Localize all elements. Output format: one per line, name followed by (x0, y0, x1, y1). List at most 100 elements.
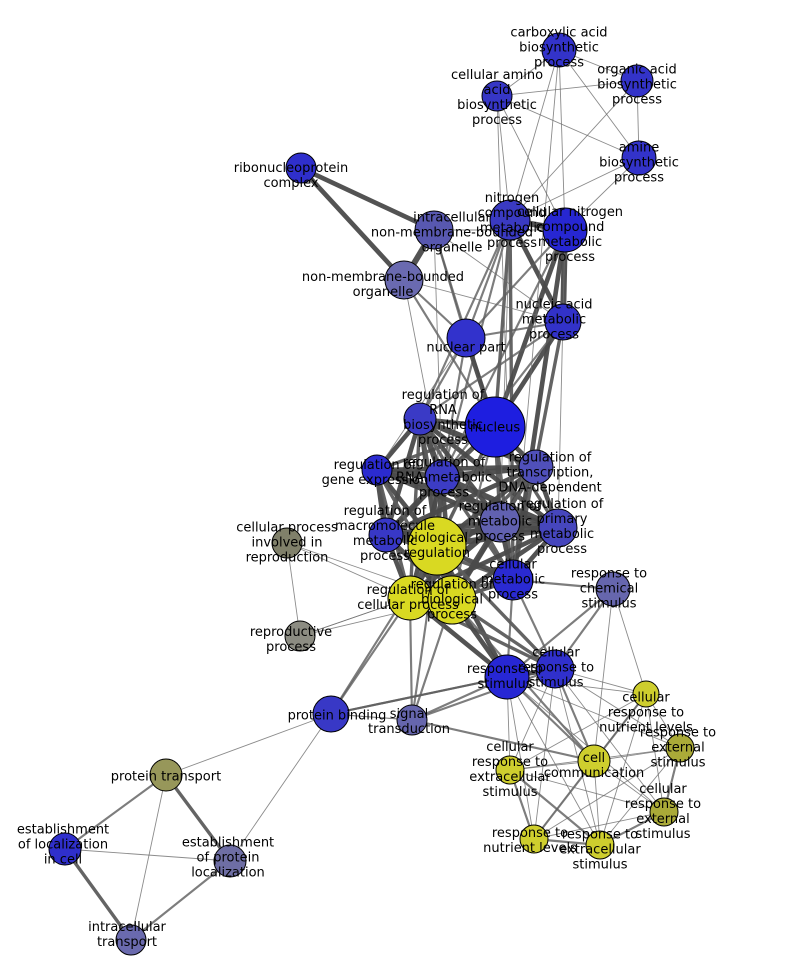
graph-edge (509, 80, 638, 221)
graph-node-protein_binding[interactable] (312, 695, 350, 733)
graph-edge (410, 718, 596, 763)
graph-edge (496, 80, 638, 97)
graph-edge (506, 676, 535, 840)
graph-edge (499, 219, 511, 523)
graph-edge (533, 747, 681, 840)
graph-node-carboxylic_acid_biosynthetic_process[interactable] (541, 32, 577, 68)
graph-node-regulation_of_primary_metabolic_process[interactable] (538, 508, 578, 548)
graph-edge (509, 157, 640, 221)
graph-node-cellular_process_involved_in_reproduction[interactable] (271, 527, 303, 559)
graph-node-cellular_nitrogen_compound_metabolic_process[interactable] (542, 207, 588, 253)
graph-node-biological_regulation[interactable] (407, 516, 467, 576)
graph-node-regulation_of_macromolecule_metabolic_process[interactable] (368, 517, 404, 553)
graph-edge (129, 859, 232, 942)
graph-node-reproductive_process[interactable] (284, 620, 316, 652)
graph-node-protein_transport[interactable] (149, 758, 183, 792)
graph-edge (130, 774, 167, 941)
edge-layer (63, 49, 682, 942)
graph-edge (329, 596, 412, 716)
graph-edge (506, 676, 647, 695)
graph-edge (512, 49, 560, 581)
graph-edge (509, 49, 560, 221)
graph-edge (496, 95, 514, 581)
node-layer (48, 32, 695, 956)
graph-edge (164, 773, 232, 863)
graph-edge (329, 544, 439, 716)
graph-node-cellular_amino_acid_biosynthetic_process[interactable] (481, 80, 513, 112)
graph-edge (383, 464, 539, 538)
graph-edge (63, 847, 133, 942)
graph-edge (558, 49, 566, 231)
graph-node-regulation_of_cellular_process[interactable] (387, 575, 433, 621)
graph-node-response_to_extracellular_stimulus[interactable] (585, 830, 615, 860)
graph-edge (440, 228, 567, 479)
graph-node-nucleic_acid_metabolic_process[interactable] (544, 303, 582, 341)
graph-edge (464, 228, 567, 340)
graph-node-nitrogen_compound_metabolic_process[interactable] (489, 199, 531, 241)
graph-edge (506, 676, 665, 813)
graph-node-regulation_of_biological_process[interactable] (427, 575, 477, 625)
graph-edge (329, 675, 509, 716)
graph-node-ribonucleoprotein_complex[interactable] (285, 152, 317, 184)
graph-edge (433, 229, 564, 323)
graph-node-non_membrane_bounded_organelle[interactable] (384, 260, 424, 300)
graph-node-cellular_response_to_stimulus[interactable] (535, 649, 575, 689)
graph-node-nucleus[interactable] (464, 396, 526, 458)
graph-node-response_to_stimulus[interactable] (484, 654, 530, 700)
graph-node-regulation_of_metabolic_process[interactable] (479, 501, 521, 543)
graph-edge (464, 218, 512, 340)
graph-edge (506, 676, 681, 749)
graph-node-intracellular_transport[interactable] (115, 924, 147, 956)
graph-edge (433, 229, 443, 478)
graph-edge (509, 693, 647, 771)
graph-edge (557, 229, 566, 529)
graph-node-regulation_of_rna_metabolic_process[interactable] (424, 459, 460, 495)
graph-node-amine_biosynthetic_process[interactable] (621, 140, 657, 176)
graph-edge (506, 676, 601, 846)
graph-node-regulation_of_transcription_dna_dependent[interactable] (518, 449, 554, 485)
graph-node-establishment_of_localization_in_cell[interactable] (48, 832, 82, 866)
graph-node-cell_communication[interactable] (577, 744, 611, 778)
graph-node-signal_transduction[interactable] (396, 704, 428, 736)
graph-edge (229, 713, 332, 862)
graph-node-cellular_response_to_external_stimulus[interactable] (649, 797, 679, 827)
graph-edge (496, 95, 511, 221)
graph-edge (165, 713, 332, 776)
graph-edge (509, 769, 665, 813)
graph-edge (558, 49, 640, 159)
graph-node-cellular_metabolic_process[interactable] (492, 559, 534, 601)
graph-node-regulation_of_gene_expression[interactable] (361, 454, 393, 486)
graph-node-response_to_external_stimulus[interactable] (665, 733, 695, 763)
graph-edge (286, 542, 301, 637)
graph-edge (533, 811, 665, 840)
graph-node-organic_acid_biosynthetic_process[interactable] (620, 64, 654, 98)
graph-edge (374, 467, 561, 531)
graph-edge (493, 218, 512, 429)
graph-node-nuclear_part[interactable] (446, 318, 486, 358)
graph-node-establishment_of_protein_localization[interactable] (213, 844, 247, 878)
graph-edge (403, 279, 443, 478)
graph-edge (593, 588, 614, 762)
graph-node-response_to_nutrient_levels[interactable] (519, 824, 549, 854)
graph-edge (298, 165, 407, 283)
graph-edge (599, 747, 681, 846)
graph-node-cellular_response_to_extracellular_stimulus[interactable] (495, 755, 525, 785)
graph-edge (418, 320, 565, 421)
graph-edge (505, 587, 615, 679)
graph-edge (533, 668, 556, 840)
graph-node-cellular_response_to_nutrient_levels[interactable] (632, 680, 660, 708)
graph-edge (63, 773, 168, 851)
graph-edge (410, 667, 557, 722)
graph-edge (612, 588, 647, 695)
graph-edge (554, 668, 681, 749)
graph-node-regulation_of_rna_biosynthetic_process[interactable] (403, 402, 437, 436)
graph-edge (496, 95, 566, 231)
graph-edge (496, 95, 640, 159)
graph-node-intracellular_non_membrane_bounded_organelle[interactable] (414, 210, 454, 250)
graph-edge (403, 279, 564, 323)
graph-node-response_to_chemical_stimulus[interactable] (595, 571, 631, 607)
graph-edge (508, 768, 602, 847)
graph-edge (298, 165, 437, 233)
